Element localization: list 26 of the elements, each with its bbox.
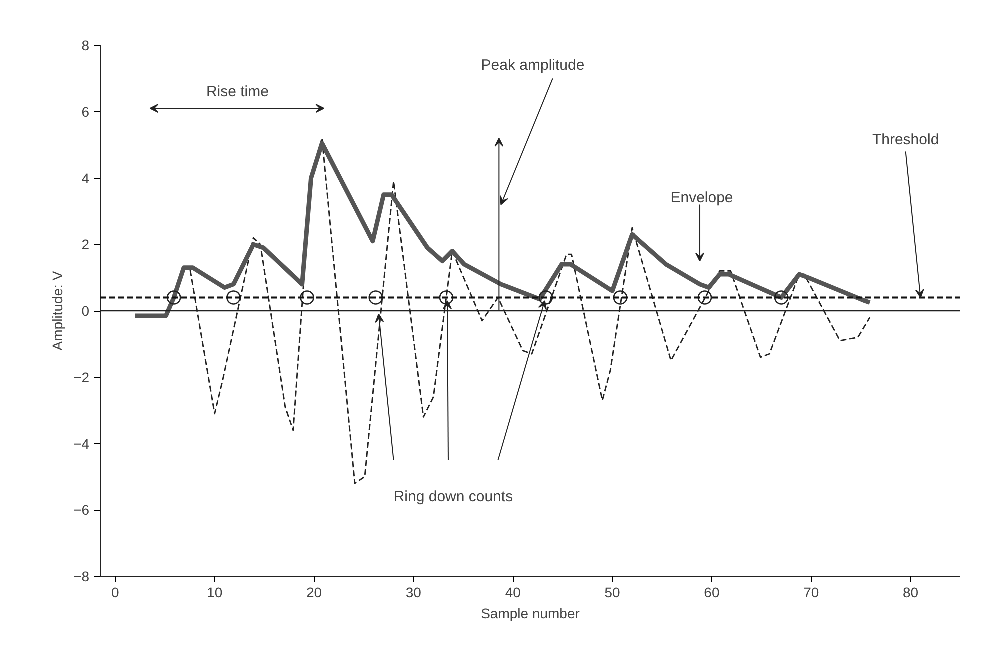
y-tick-label: −6 — [74, 502, 90, 518]
annotation: Peak amplitude — [481, 56, 585, 74]
x-tick-label: 80 — [903, 584, 919, 600]
ref-line-label: Threshold — [872, 131, 940, 148]
x-axis-title: Sample number — [481, 606, 580, 622]
annotation: Envelope — [670, 190, 734, 207]
x-tick-label: 40 — [505, 584, 522, 600]
y-tick-label: 2 — [82, 236, 90, 253]
annotation: Rise time — [206, 83, 269, 100]
y-tick-label: 4 — [82, 170, 90, 186]
y-tick-label: −2 — [74, 369, 90, 386]
y-tick-label: 6 — [82, 104, 90, 120]
x-tick-label: 70 — [804, 584, 820, 600]
x-tick-label: 0 — [112, 584, 120, 600]
y-tick-label: −4 — [74, 436, 90, 452]
annotation: Ring down counts — [394, 488, 514, 506]
y-tick-label: 0 — [82, 303, 90, 319]
y-axis-title: Amplitude: V — [50, 270, 66, 351]
x-tick-label: 30 — [406, 584, 422, 600]
x-tick-label: 10 — [207, 584, 223, 600]
x-tick-label: 20 — [306, 584, 322, 600]
y-tick-label: −8 — [74, 568, 90, 584]
y-tick-label: 8 — [82, 38, 90, 54]
x-tick-label: 60 — [704, 584, 720, 600]
x-tick-label: 50 — [604, 584, 621, 600]
line-series — [133, 141, 872, 318]
